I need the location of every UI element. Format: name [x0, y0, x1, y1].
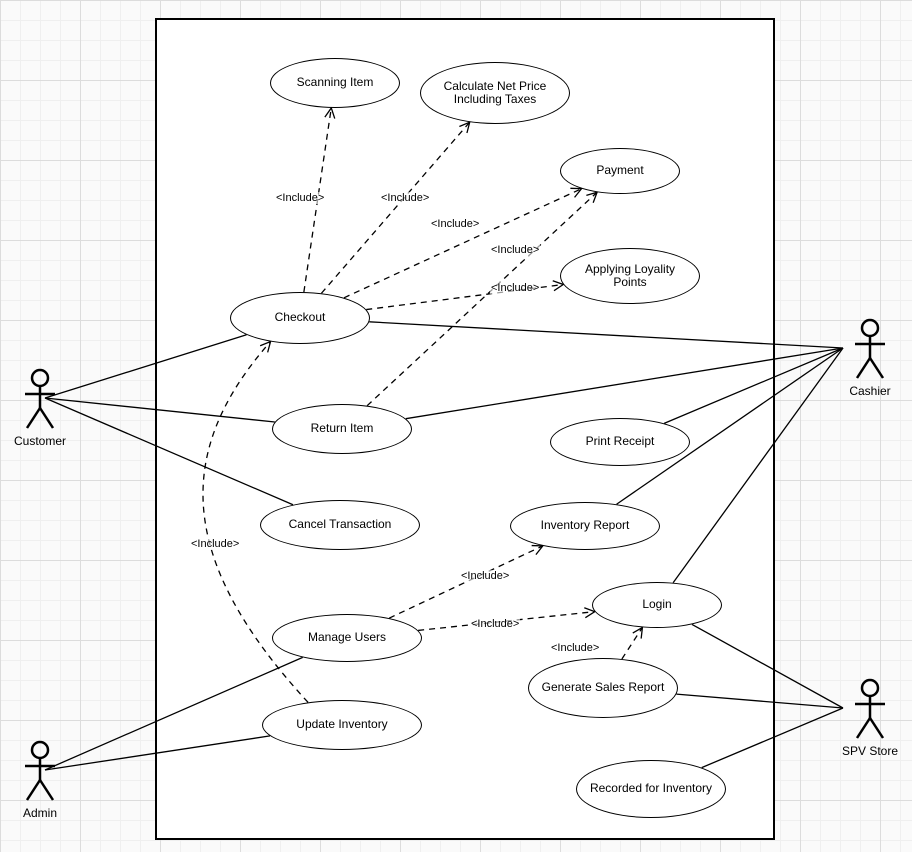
usecase-cancel[interactable]: Cancel Transaction: [260, 500, 420, 550]
actor-label-admin: Admin: [23, 806, 57, 820]
usecase-recorded[interactable]: Recorded for Inventory: [576, 760, 726, 818]
actor-customer[interactable]: Customer: [10, 368, 70, 448]
usecase-login[interactable]: Login: [592, 582, 722, 628]
actor-cashier[interactable]: Cashier: [840, 318, 900, 398]
usecase-invreport[interactable]: Inventory Report: [510, 502, 660, 550]
actor-label-cashier: Cashier: [849, 384, 890, 398]
include-label: <Include>: [190, 538, 240, 550]
usecase-printreceipt[interactable]: Print Receipt: [550, 418, 690, 466]
include-label: <Include>: [460, 570, 510, 582]
usecase-checkout[interactable]: Checkout: [230, 292, 370, 344]
include-label: <Include>: [470, 618, 520, 630]
diagram-canvas: Scanning Item Calculate Net Price Includi…: [0, 0, 912, 852]
include-label: <Include>: [490, 282, 540, 294]
actor-label-spv: SPV Store: [842, 744, 898, 758]
system-boundary: [155, 18, 775, 840]
usecase-payment[interactable]: Payment: [560, 148, 680, 194]
usecase-updateinv[interactable]: Update Inventory: [262, 700, 422, 750]
usecase-loyalty[interactable]: Applying Loyality Points: [560, 248, 700, 304]
include-label: <Include>: [550, 642, 600, 654]
usecase-salesreport[interactable]: Generate Sales Report: [528, 658, 678, 718]
usecase-return[interactable]: Return Item: [272, 404, 412, 454]
usecase-manageusers[interactable]: Manage Users: [272, 614, 422, 662]
actor-admin[interactable]: Admin: [10, 740, 70, 820]
usecase-netprice[interactable]: Calculate Net Price Including Taxes: [420, 62, 570, 124]
include-label: <Include>: [275, 192, 325, 204]
actor-spv[interactable]: SPV Store: [840, 678, 900, 758]
usecase-scanning[interactable]: Scanning Item: [270, 58, 400, 108]
include-label: <Include>: [430, 218, 480, 230]
actor-label-customer: Customer: [14, 434, 66, 448]
include-label: <Include>: [380, 192, 430, 204]
include-label: <Include>: [490, 244, 540, 256]
